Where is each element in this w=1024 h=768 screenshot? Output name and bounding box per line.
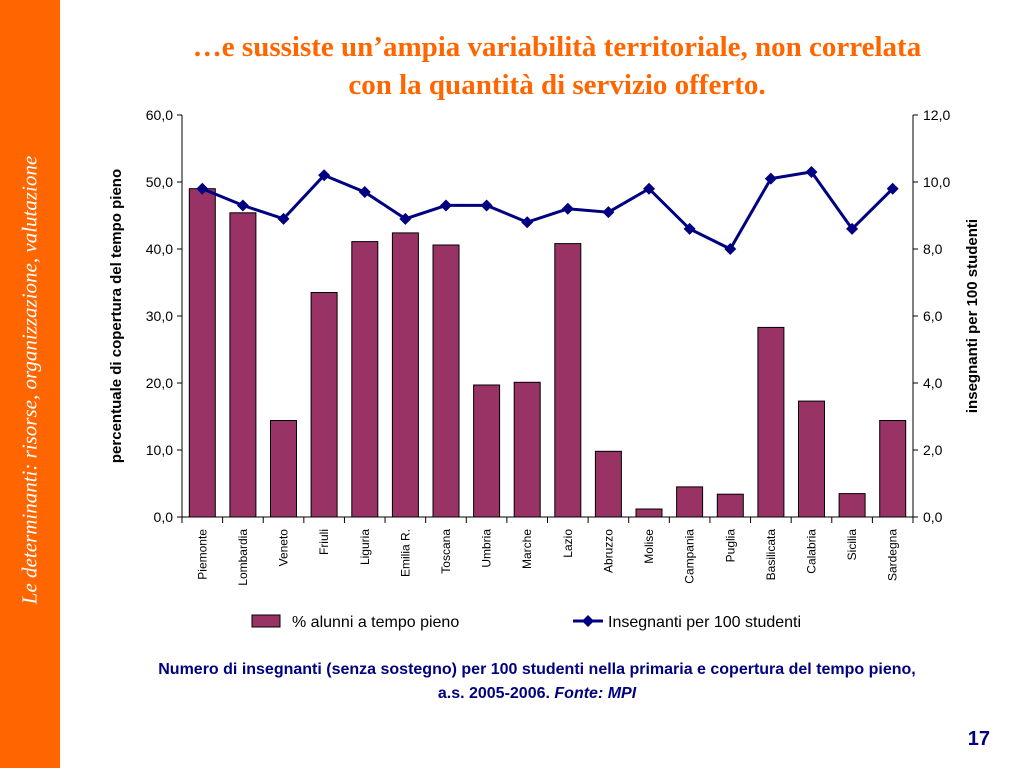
y-tick-label-left: 0,0 (154, 509, 174, 525)
y-tick-label-left: 10,0 (146, 442, 173, 458)
y-tick-label-right: 8,0 (923, 241, 943, 257)
line-point (236, 199, 249, 212)
page-number: 17 (967, 728, 990, 750)
y-tick-label-right: 4,0 (923, 375, 943, 391)
x-tick-label: Lazio (561, 529, 575, 558)
y-tick-label-right: 2,0 (923, 442, 943, 458)
line-point (561, 202, 574, 215)
x-tick-label: Basilicata (764, 529, 778, 581)
line-series (201, 170, 894, 251)
bar (351, 241, 379, 518)
line-point (196, 182, 209, 195)
x-tick-label: Sardegna (886, 529, 900, 581)
legend-label-line: Insegnanti per 100 studenti (608, 614, 801, 631)
bar (757, 326, 785, 518)
bar (716, 493, 744, 518)
bar (594, 450, 622, 518)
line-point (439, 199, 452, 212)
bar (554, 243, 582, 518)
y-tick-label-left: 20,0 (146, 375, 173, 391)
bar (432, 244, 460, 518)
line-point (358, 186, 371, 199)
x-tick-label: Calabria (804, 529, 818, 574)
bar (513, 381, 541, 518)
x-tick-label: Umbria (480, 529, 494, 568)
bar (676, 486, 704, 518)
x-tick-label: Piemonte (195, 529, 209, 580)
caption-line-1: Numero di insegnanti (senza sostegno) pe… (158, 661, 916, 678)
bar (838, 493, 866, 518)
x-tick-label: Emilia R. (398, 529, 412, 577)
y-tick-label-left: 40,0 (146, 241, 173, 257)
legend-swatch-bars (251, 614, 281, 628)
y-tick-label-right: 12,0 (923, 107, 950, 123)
x-tick-label: Lombardia (236, 529, 250, 586)
caption-source: Fonte: MPI (554, 685, 637, 702)
x-tick-label: Campania (683, 529, 697, 584)
line-point (643, 182, 656, 195)
x-tick-label: Friuli (317, 529, 331, 555)
sidebar: Le determinanti: risorse, organizzazione… (0, 0, 60, 768)
bar (798, 400, 825, 518)
caption-line-2: a.s. 2005-2006. (437, 685, 550, 702)
slide-title: …e sussiste un’ampia variabilità territo… (90, 28, 1024, 104)
y-axis-title-left: percentuale di copertura del tempo pieno (108, 169, 125, 463)
line-point (764, 172, 777, 185)
line-point (724, 243, 737, 255)
line-point (683, 222, 696, 235)
y-tick-label-left: 50,0 (146, 174, 173, 190)
y-tick-label-right: 6,0 (923, 308, 943, 324)
legend-label-bars: % alunni a tempo pieno (292, 614, 459, 631)
line-point (399, 212, 412, 225)
x-tick-label: Sicilia (845, 529, 859, 561)
bar (473, 384, 501, 518)
bar (270, 420, 297, 518)
y-axis-title-right: insegnanti per 100 studenti (964, 219, 981, 413)
line-point (846, 222, 859, 235)
x-tick-label: Veneto (277, 529, 291, 567)
y-tick-label-right: 0,0 (923, 509, 943, 525)
bar (310, 292, 338, 518)
x-tick-label: Puglia (723, 529, 737, 563)
y-tick-label-left: 30,0 (146, 308, 173, 324)
line-point (602, 206, 615, 219)
line-point (521, 216, 534, 229)
bar (879, 420, 907, 518)
x-tick-label: Molise (642, 529, 656, 564)
chart-caption: Numero di insegnanti (senza sostegno) pe… (70, 658, 1004, 706)
bar (229, 212, 257, 518)
x-tick-label: Liguria (358, 529, 372, 565)
line-point (480, 199, 493, 212)
x-tick-label: Marche (520, 529, 534, 569)
line-point (886, 182, 899, 195)
y-tick-label-left: 60,0 (146, 107, 173, 123)
line-point (318, 169, 331, 182)
bar (391, 232, 419, 518)
x-tick-label: Toscana (439, 529, 453, 574)
y-tick-label-right: 10,0 (923, 174, 950, 190)
bar (635, 508, 663, 518)
line-point (805, 165, 818, 178)
slide-title-line-2: con la quantità di servizio offerto. (348, 69, 766, 101)
line-point (277, 212, 290, 225)
x-tick-label: Abruzzo (601, 529, 615, 573)
legend-marker-line (582, 615, 594, 627)
slide-title-line-1: …e sussiste un’ampia variabilità territo… (192, 31, 922, 63)
bar (188, 188, 216, 518)
